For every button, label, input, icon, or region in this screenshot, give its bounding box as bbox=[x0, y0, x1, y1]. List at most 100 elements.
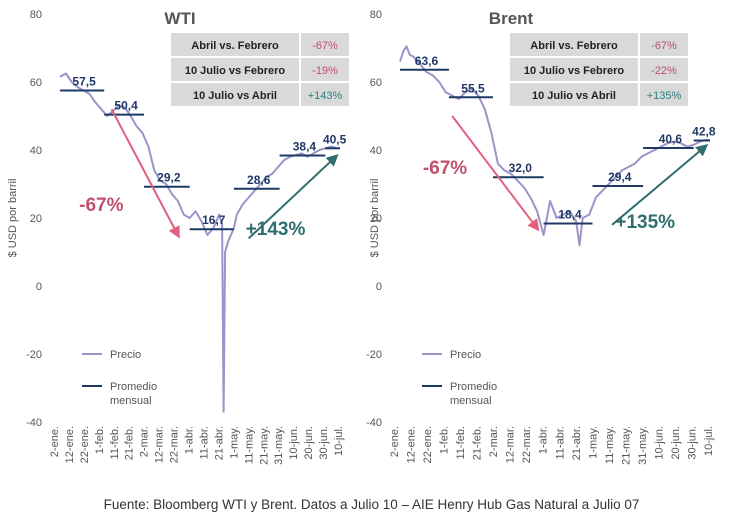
x-tick-label: 22-ene. bbox=[79, 426, 91, 463]
x-tick-label: 10-jun. bbox=[288, 426, 300, 460]
x-tick-label: 10-jun. bbox=[653, 426, 665, 460]
y-tick-label: 40 bbox=[370, 145, 382, 157]
monthly-average-label: 16,7 bbox=[202, 213, 226, 227]
table-value-cell bbox=[301, 83, 349, 106]
x-tick-label: 21-may. bbox=[258, 426, 270, 465]
legend-price-label: Precio bbox=[450, 349, 481, 361]
trend-arrow-up bbox=[247, 154, 339, 240]
y-tick-label: -40 bbox=[26, 417, 42, 429]
trend-arrow-down bbox=[110, 108, 180, 239]
x-tick-label: 11-abr. bbox=[198, 426, 210, 459]
table-label-cell bbox=[171, 83, 299, 106]
x-tick-label: 2-mar. bbox=[488, 426, 500, 457]
table-row-value: -22% bbox=[651, 65, 677, 77]
table-row-label: 10 Julio vs Abril bbox=[532, 90, 616, 102]
x-tick-label: 11-abr. bbox=[554, 426, 566, 459]
y-tick-label: -20 bbox=[26, 349, 42, 361]
table-row-value: -19% bbox=[312, 65, 338, 77]
table-row-label: 10 Julio vs Febrero bbox=[185, 65, 286, 77]
change-percent-label: +143% bbox=[246, 219, 306, 240]
table-value-cell bbox=[640, 33, 688, 56]
x-tick-label: 10-jul. bbox=[703, 426, 715, 456]
y-tick-label: 80 bbox=[370, 9, 382, 21]
table-label-cell bbox=[510, 58, 638, 81]
table-row-value: -67% bbox=[651, 40, 677, 52]
y-tick-label: 20 bbox=[370, 213, 382, 225]
y-tick-label: 20 bbox=[30, 213, 42, 225]
change-percent-label: -67% bbox=[423, 158, 467, 179]
monthly-average-label: 63,6 bbox=[415, 54, 439, 68]
x-tick-label: 11-may. bbox=[604, 426, 616, 464]
chart-wti: WTI -40 -20 0 20 40 60 80 $ USD por barril 2-ene.… bbox=[7, 9, 349, 465]
legend-average-label: Promedio bbox=[450, 381, 497, 393]
x-tick-label: 11-feb. bbox=[455, 426, 467, 459]
y-tick-label: -40 bbox=[366, 417, 382, 429]
x-tick-label: 22-ene. bbox=[422, 426, 434, 463]
x-tick-label: 11-may. bbox=[243, 426, 255, 464]
y-tick-label: 0 bbox=[376, 281, 382, 293]
table-value-cell bbox=[640, 83, 688, 106]
table-value-cell bbox=[640, 58, 688, 81]
x-tick-label: 31-may. bbox=[273, 426, 285, 465]
monthly-average-label: 50,4 bbox=[114, 99, 138, 113]
x-tick-label: 30-jun. bbox=[318, 426, 330, 460]
monthly-average-label: 28,6 bbox=[247, 173, 271, 187]
y-tick-label: 0 bbox=[36, 281, 42, 293]
x-tick-label: 22-mar. bbox=[169, 426, 181, 463]
y-tick-label: 40 bbox=[30, 145, 42, 157]
x-tick-label: 12-ene. bbox=[406, 426, 418, 463]
trend-arrow-up bbox=[611, 144, 709, 226]
monthly-average-label: 42,8 bbox=[692, 124, 716, 138]
x-tick-label: 22-mar. bbox=[521, 426, 533, 463]
table-row-value: -67% bbox=[312, 40, 338, 52]
x-tick-label: 21-abr. bbox=[571, 426, 583, 460]
y-axis-label: $ USD por barril bbox=[7, 179, 19, 258]
price-line bbox=[59, 72, 340, 413]
trend-arrow-down bbox=[451, 115, 540, 232]
monthly-average-label: 38,4 bbox=[293, 139, 317, 153]
x-tick-label: 1-feb. bbox=[94, 426, 106, 454]
x-tick-label: 10-jul. bbox=[333, 426, 345, 456]
y-axis-label: $ USD por barril bbox=[369, 179, 381, 258]
table-row-label: 10 Julio vs Abril bbox=[193, 90, 277, 102]
x-tick-label: 21-feb. bbox=[124, 426, 136, 460]
table-row-label: Abril vs. Febrero bbox=[191, 40, 279, 52]
x-tick-label: 21-abr. bbox=[213, 426, 225, 460]
x-tick-label: 2-ene. bbox=[49, 426, 61, 457]
x-tick-label: 20-jun. bbox=[670, 426, 682, 460]
source-note: Fuente: Bloomberg WTI y Brent. Datos a J… bbox=[103, 497, 640, 512]
legend-average-label-2: mensual bbox=[110, 395, 152, 407]
table-row-label: Abril vs. Febrero bbox=[530, 40, 618, 52]
table-label-cell bbox=[510, 83, 638, 106]
legend-average-label-2: mensual bbox=[450, 395, 492, 407]
monthly-average-label: 32,0 bbox=[509, 161, 533, 175]
monthly-average-label: 18,4 bbox=[558, 207, 582, 221]
x-tick-label: 1-abr. bbox=[538, 426, 550, 454]
x-tick-label: 1-may. bbox=[587, 426, 599, 459]
x-tick-label: 20-jun. bbox=[303, 426, 315, 460]
x-tick-label: 21-feb. bbox=[472, 426, 484, 460]
monthly-average-label: 29,4 bbox=[608, 170, 632, 184]
x-tick-label: 1-abr. bbox=[184, 426, 196, 454]
table-label-cell bbox=[510, 33, 638, 56]
table-row-label: 10 Julio vs Febrero bbox=[524, 65, 625, 77]
chart-brent: Brent -40 -20 0 20 40 60 80 $ USD por barril 2-en… bbox=[366, 9, 716, 465]
y-tick-label: 60 bbox=[370, 77, 382, 89]
table-value-cell bbox=[301, 33, 349, 56]
table-row-value: +143% bbox=[308, 90, 343, 102]
y-tick-label: 60 bbox=[30, 77, 42, 89]
chart-title: WTI bbox=[164, 9, 195, 28]
change-percent-label: +135% bbox=[615, 212, 675, 233]
x-tick-label: 21-may. bbox=[620, 426, 632, 465]
x-tick-label: 2-mar. bbox=[139, 426, 151, 457]
x-tick-label: 12-mar. bbox=[505, 426, 517, 463]
y-tick-label: 80 bbox=[30, 9, 42, 21]
y-tick-label: -20 bbox=[366, 349, 382, 361]
legend-price-label: Precio bbox=[110, 349, 141, 361]
table-label-cell bbox=[171, 58, 299, 81]
x-tick-label: 12-ene. bbox=[64, 426, 76, 463]
monthly-average-label: 57,5 bbox=[72, 75, 96, 89]
x-tick-label: 11-feb. bbox=[109, 426, 121, 459]
monthly-average-label: 40,5 bbox=[323, 132, 347, 146]
